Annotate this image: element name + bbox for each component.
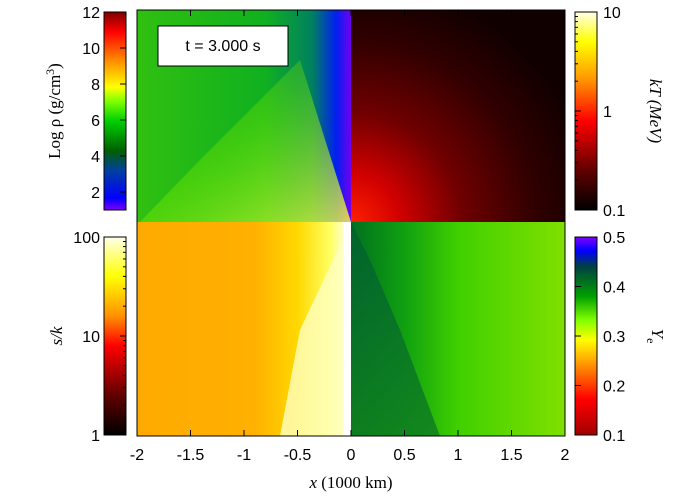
entropy-tick-label: 100: [73, 230, 100, 247]
density-tick-label: 4: [91, 149, 100, 166]
time-label-box: [157, 25, 289, 67]
ye-label: Ye: [644, 329, 667, 344]
ye-dark-plume: [351, 222, 440, 436]
temperature-label: kT (MeV): [646, 79, 665, 144]
entropy-core: [280, 222, 351, 436]
electron_fraction-tick-label: 0.3: [603, 329, 625, 346]
density-label: Log ρ (g/cm3): [43, 63, 64, 159]
temperature-tick-label: 0.1: [603, 203, 625, 220]
simulation-panel: [136, 9, 566, 437]
temperature-tick-label: 1: [603, 104, 612, 121]
x-axis-label: x (1000 km): [308, 473, 392, 492]
entropy-axis-strip: [343, 222, 351, 436]
electron_fraction-tick-label: 0.5: [603, 230, 625, 247]
x-tick-label: -1.5: [177, 447, 205, 464]
x-tick-label: 0.5: [393, 447, 415, 464]
density-tick-label: 10: [82, 41, 100, 58]
x-tick-label: 0: [347, 447, 356, 464]
tick-layer: -2 -1.5 -1 -0.5 0 0.5 1 1.5 2 2 4 6 8 10 12 0.1 1 10 1 10 10…: [73, 5, 625, 464]
electron_fraction-tick-label: 0.2: [603, 379, 625, 396]
density-tick-label: 8: [91, 77, 100, 94]
temperature-tick-label: 10: [603, 5, 621, 22]
electron_fraction-tick-label: 0.4: [603, 280, 625, 297]
density-tick-label: 2: [91, 185, 100, 202]
x-tick-label: -1: [237, 447, 251, 464]
density-colorbar: [103, 11, 127, 211]
density-tick-label: 6: [91, 113, 100, 130]
x-tick-label: 1: [454, 447, 463, 464]
entropy-tick-label: 1: [91, 428, 100, 445]
x-tick-label: -0.5: [284, 447, 312, 464]
temperature-quadrant: [351, 10, 565, 222]
density-fan: [140, 60, 351, 222]
time-label: t = 3.000 s: [185, 38, 260, 55]
entropy-tick-label: 10: [82, 329, 100, 346]
density-tick-label: 12: [82, 5, 100, 22]
x-tick-label: 2: [561, 447, 570, 464]
entropy-label: s/k: [47, 326, 66, 345]
x-tick-label: 1.5: [500, 447, 522, 464]
electron_fraction-tick-label: 0.1: [603, 428, 625, 445]
x-tick-label: -2: [130, 447, 144, 464]
